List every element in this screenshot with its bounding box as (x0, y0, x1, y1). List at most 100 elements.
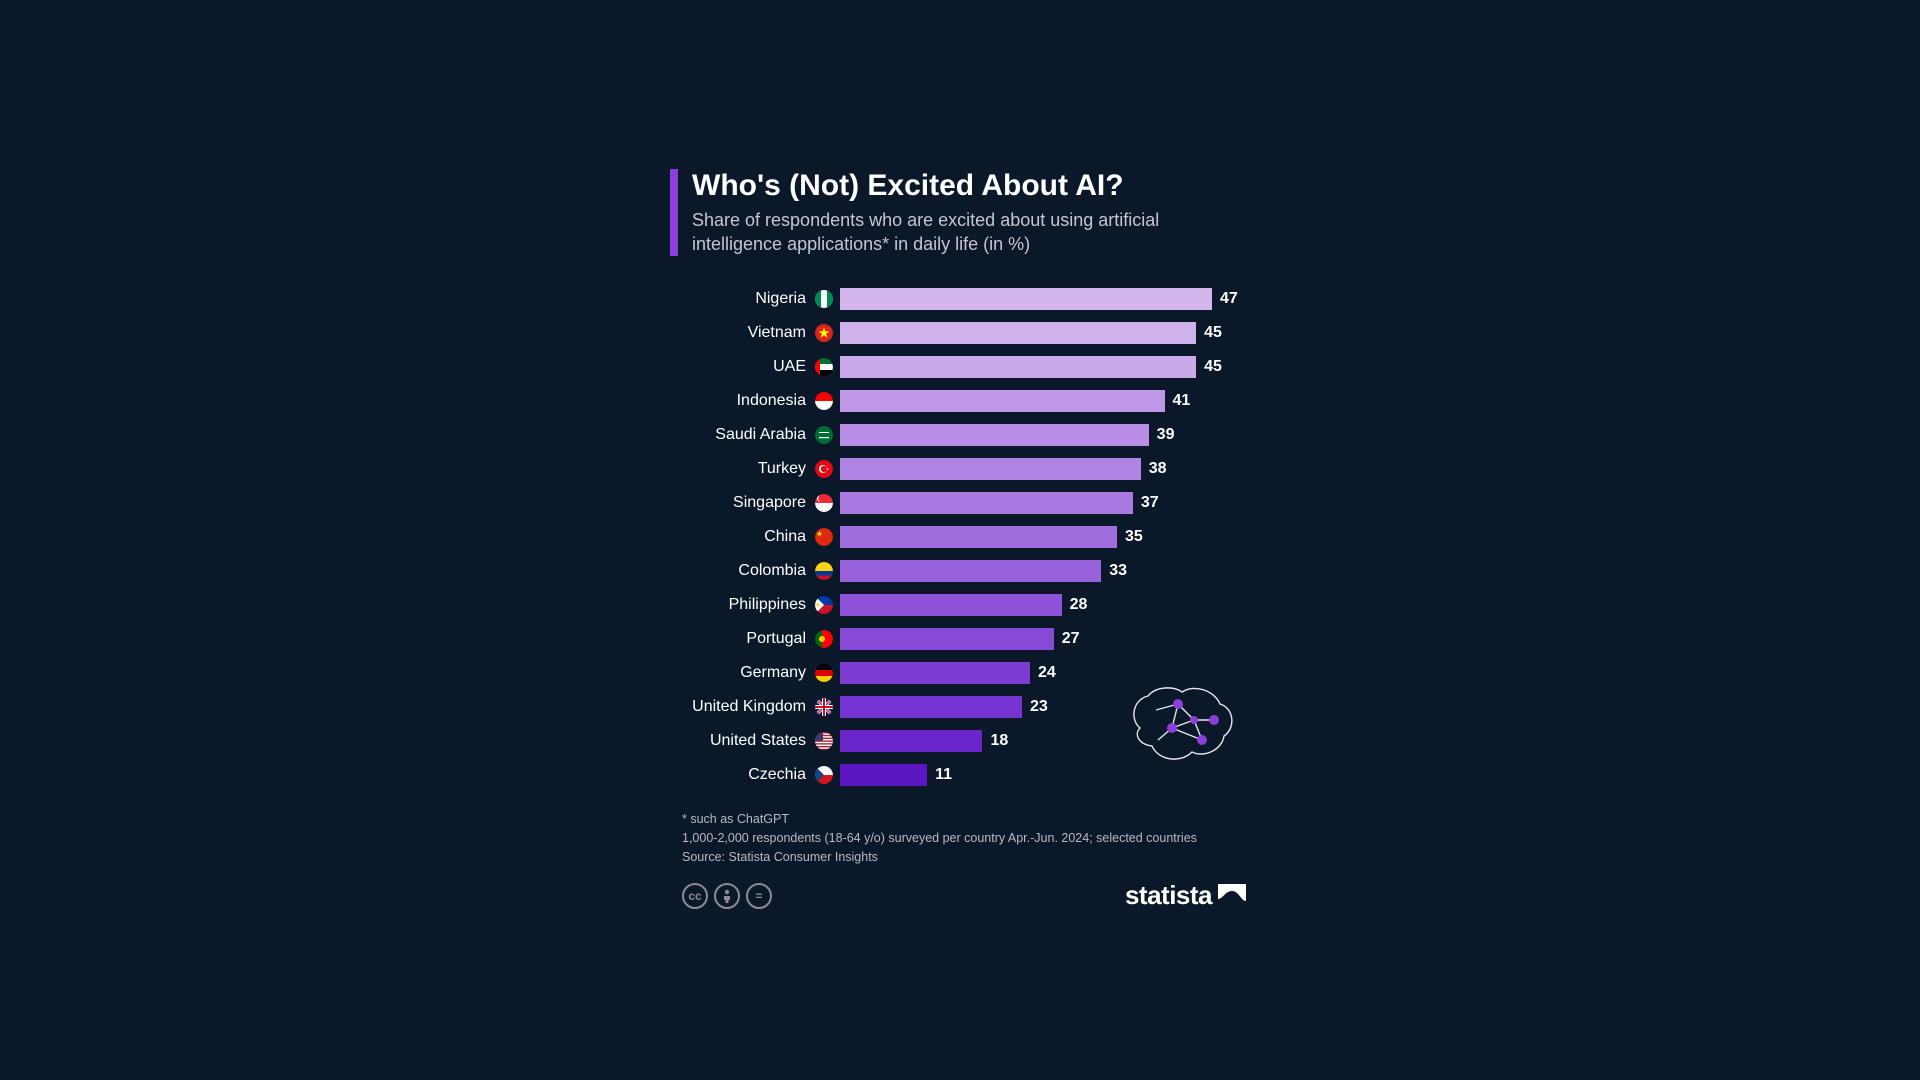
flag-icon (812, 392, 836, 410)
chart-title: Who's (Not) Excited About AI? (692, 169, 1250, 204)
cc-license-icons: cc = (682, 883, 772, 909)
bar-cell: 33 (836, 560, 1250, 582)
bar-value: 45 (1204, 324, 1222, 342)
bar-cell: 45 (836, 322, 1250, 344)
chart-row: Philippines 28 (682, 588, 1250, 622)
statista-logo-text: statista (1125, 880, 1212, 911)
bar-value: 18 (990, 732, 1008, 750)
nd-icon: = (746, 883, 772, 909)
chart-row: Singapore 37 (682, 486, 1250, 520)
chart-row: Vietnam 45 (682, 316, 1250, 350)
bar-value: 39 (1157, 426, 1175, 444)
bar (840, 492, 1133, 514)
chart-subtitle: Share of respondents who are excited abo… (692, 209, 1250, 256)
footnote-line: * such as ChatGPT (682, 810, 1250, 828)
flag-icon (812, 562, 836, 580)
bar-cell: 28 (836, 594, 1250, 616)
flag-icon (812, 732, 836, 750)
country-label: Turkey (682, 460, 812, 478)
cc-icon: cc (682, 883, 708, 909)
brain-ai-icon (1122, 680, 1242, 770)
accent-bar (670, 169, 678, 256)
flag-icon (812, 358, 836, 376)
flag-icon (812, 460, 836, 478)
bar (840, 390, 1165, 412)
chart-row: UAE 45 (682, 350, 1250, 384)
statista-logo: statista (1125, 880, 1246, 911)
chart-row: Nigeria 47 (682, 282, 1250, 316)
country-label: Germany (682, 664, 812, 682)
bar-value: 45 (1204, 358, 1222, 376)
country-label: Czechia (682, 766, 812, 784)
bar-cell: 39 (836, 424, 1250, 446)
bar (840, 458, 1141, 480)
flag-icon (812, 766, 836, 784)
footnote-line: 1,000-2,000 respondents (18-64 y/o) surv… (682, 829, 1250, 847)
bar-value: 27 (1062, 630, 1080, 648)
bar (840, 594, 1062, 616)
country-label: Portugal (682, 630, 812, 648)
bar-value: 33 (1109, 562, 1127, 580)
bar-value: 37 (1141, 494, 1159, 512)
chart-row: Portugal 27 (682, 622, 1250, 656)
by-icon (714, 883, 740, 909)
chart-row: Turkey 38 (682, 452, 1250, 486)
country-label: Philippines (682, 596, 812, 614)
chart-row: Saudi Arabia 39 (682, 418, 1250, 452)
bar-value: 41 (1173, 392, 1191, 410)
flag-icon (812, 596, 836, 614)
bar (840, 628, 1054, 650)
bar-value: 38 (1149, 460, 1167, 478)
bar-cell: 27 (836, 628, 1250, 650)
bar-value: 11 (935, 766, 952, 784)
bar (840, 356, 1196, 378)
country-label: Saudi Arabia (682, 426, 812, 444)
bar-cell: 35 (836, 526, 1250, 548)
bar (840, 560, 1101, 582)
bar-chart: Nigeria 47 Vietnam 45 UAE 45 Indonesia 41 Saudi … (670, 282, 1250, 792)
bar-value: 23 (1030, 698, 1048, 716)
title-block: Who's (Not) Excited About AI? Share of r… (692, 169, 1250, 256)
bar (840, 696, 1022, 718)
country-label: Indonesia (682, 392, 812, 410)
flag-icon (812, 290, 836, 308)
bar-value: 35 (1125, 528, 1143, 546)
footnotes: * such as ChatGPT 1,000-2,000 respondent… (670, 810, 1250, 866)
bar-value: 24 (1038, 664, 1056, 682)
bar-value: 47 (1220, 290, 1238, 308)
footnote-line: Source: Statista Consumer Insights (682, 848, 1250, 866)
country-label: Nigeria (682, 290, 812, 308)
country-label: Vietnam (682, 324, 812, 342)
flag-icon (812, 426, 836, 444)
bar-cell: 47 (836, 288, 1250, 310)
flag-icon (812, 630, 836, 648)
bar (840, 322, 1196, 344)
bar-cell: 45 (836, 356, 1250, 378)
header: Who's (Not) Excited About AI? Share of r… (670, 169, 1250, 256)
bar (840, 424, 1149, 446)
bar-cell: 37 (836, 492, 1250, 514)
bar (840, 730, 982, 752)
infographic-card: Who's (Not) Excited About AI? Share of r… (670, 169, 1250, 912)
bar (840, 764, 927, 786)
country-label: China (682, 528, 812, 546)
bar (840, 662, 1030, 684)
bar (840, 526, 1117, 548)
country-label: United Kingdom (682, 698, 812, 716)
bar (840, 288, 1212, 310)
chart-row: China 35 (682, 520, 1250, 554)
country-label: Singapore (682, 494, 812, 512)
bar-cell: 38 (836, 458, 1250, 480)
chart-row: Indonesia 41 (682, 384, 1250, 418)
statista-wave-icon (1218, 884, 1246, 908)
country-label: UAE (682, 358, 812, 376)
chart-row: Colombia 33 (682, 554, 1250, 588)
flag-icon (812, 664, 836, 682)
country-label: United States (682, 732, 812, 750)
bar-value: 28 (1070, 596, 1088, 614)
bottom-bar: cc = statista (670, 880, 1250, 911)
country-label: Colombia (682, 562, 812, 580)
flag-icon (812, 494, 836, 512)
flag-icon (812, 528, 836, 546)
flag-icon (812, 698, 836, 716)
